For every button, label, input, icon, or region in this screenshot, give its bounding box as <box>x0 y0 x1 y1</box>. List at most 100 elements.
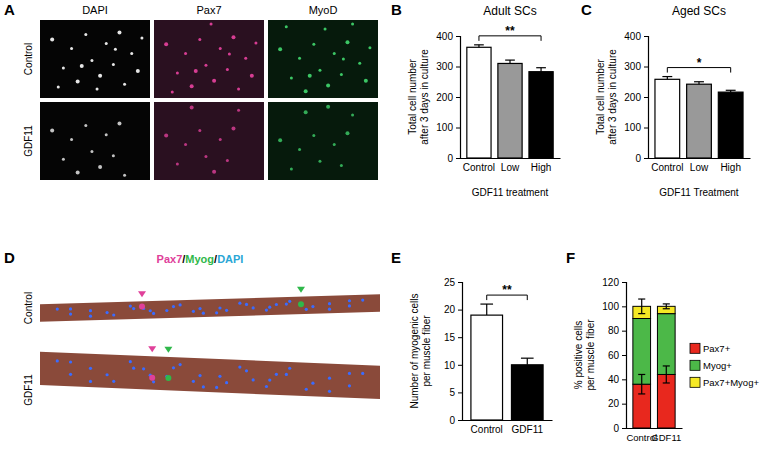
nucleus-dot <box>268 306 271 309</box>
cell-dot <box>96 88 99 91</box>
cell-dot <box>237 109 240 112</box>
marks <box>633 299 675 428</box>
chart-panel: 020406080100120ControlGDF11F% positive c… <box>566 249 759 443</box>
tick-label: Low <box>690 162 709 173</box>
micrograph <box>154 20 264 98</box>
tick-label: 15 <box>444 332 456 343</box>
cell-dot <box>164 42 168 46</box>
y-tick: 5 <box>449 387 462 398</box>
error-bar <box>536 68 546 72</box>
nucleus-dot <box>245 369 248 372</box>
bar <box>498 63 522 158</box>
micrograph <box>40 20 150 98</box>
nucleus-dot <box>305 388 308 391</box>
tick-label: 80 <box>608 325 620 336</box>
cell-dot <box>90 150 93 153</box>
tick-label: 60 <box>608 350 620 361</box>
cell-dot <box>231 126 235 130</box>
error-bar <box>638 374 645 393</box>
x-tick: High <box>531 158 552 173</box>
tick-mark <box>644 97 648 98</box>
nucleus-dot <box>215 311 218 314</box>
axis-line <box>622 283 627 429</box>
cell-dot <box>333 52 336 55</box>
tick-label: 300 <box>436 61 453 72</box>
x-axis: ControlLowHigh <box>649 158 751 173</box>
cell-dot <box>136 69 140 73</box>
tick-mark <box>644 158 648 159</box>
nucleus-dot <box>165 309 168 312</box>
nucleus-dot <box>112 313 115 316</box>
y-axis-title-line: after 3 days in culture <box>607 49 618 145</box>
cell-dot <box>112 63 115 66</box>
tick-mark <box>456 97 460 98</box>
error-line <box>641 299 642 314</box>
nucleus-dot <box>245 303 248 306</box>
y-tick: 10 <box>444 360 462 371</box>
cell-dot <box>90 59 93 62</box>
error-cap <box>663 365 670 366</box>
significance-label: ** <box>505 24 515 38</box>
nucleus-dot <box>89 309 92 312</box>
cell-dot <box>176 72 179 75</box>
cell-dot <box>204 155 207 158</box>
y-axis: 0100200300400 <box>624 31 648 164</box>
nucleus-dot <box>311 382 314 385</box>
bar-segment <box>657 314 675 375</box>
significance-label: ** <box>502 283 512 297</box>
cell-dot <box>250 74 254 78</box>
tick-label: 120 <box>602 277 619 288</box>
nucleus-dot <box>69 360 72 363</box>
y-tick: 400 <box>436 31 460 42</box>
tick-label: 200 <box>624 92 641 103</box>
error-bar <box>726 90 736 92</box>
chart-panel: 0510152025ControlGDF11ENumber of myogeni… <box>391 249 553 435</box>
cell-dot <box>340 164 343 167</box>
cell-dot <box>228 53 231 56</box>
x-tick: GDF11 <box>512 420 544 435</box>
nucleus-dot <box>198 374 201 377</box>
error-cap <box>480 303 493 304</box>
nucleus-dot <box>238 302 241 305</box>
nucleus-dot <box>275 373 278 376</box>
cell-dot <box>351 114 354 117</box>
error-cap <box>663 382 670 383</box>
nucleus-dot <box>218 375 221 378</box>
tick-mark <box>458 337 462 338</box>
error-cap <box>536 67 546 68</box>
y-tick: 400 <box>624 31 648 42</box>
cell-dot <box>308 74 312 78</box>
axis-line <box>461 158 561 159</box>
row-label: Control <box>23 43 34 75</box>
chart-title: Aged SCs <box>672 4 726 18</box>
tick-mark <box>644 67 648 68</box>
axis-line <box>649 158 751 159</box>
nucleus-dot <box>69 307 72 310</box>
x-tick: High <box>720 158 741 173</box>
row-label: GDF11 <box>23 125 34 157</box>
cell-dot <box>123 83 126 86</box>
micrograph <box>40 102 150 180</box>
cell-dot <box>231 35 235 39</box>
column-label: Pax7 <box>196 4 221 16</box>
cell-dot <box>304 110 308 114</box>
tick-mark <box>458 282 462 283</box>
cell-dot <box>226 68 229 71</box>
arrowhead <box>148 346 156 352</box>
error-bar <box>663 304 670 309</box>
cell-dot <box>70 138 73 141</box>
cell-dot <box>165 375 171 381</box>
nucleus-dot <box>192 380 195 383</box>
nucleus-dot <box>288 367 291 370</box>
error-cap <box>638 313 645 314</box>
row-label: GDF11 <box>23 374 34 406</box>
nucleus-dot <box>172 305 175 308</box>
tick-mark <box>622 306 626 307</box>
tick-mark <box>644 36 648 37</box>
nucleus-dot <box>56 308 59 311</box>
nucleus-dot <box>265 308 268 311</box>
nucleus-dot <box>361 372 364 375</box>
micrograph <box>268 102 378 180</box>
tick-mark <box>458 310 462 311</box>
channel-name: DAPI <box>217 253 243 265</box>
